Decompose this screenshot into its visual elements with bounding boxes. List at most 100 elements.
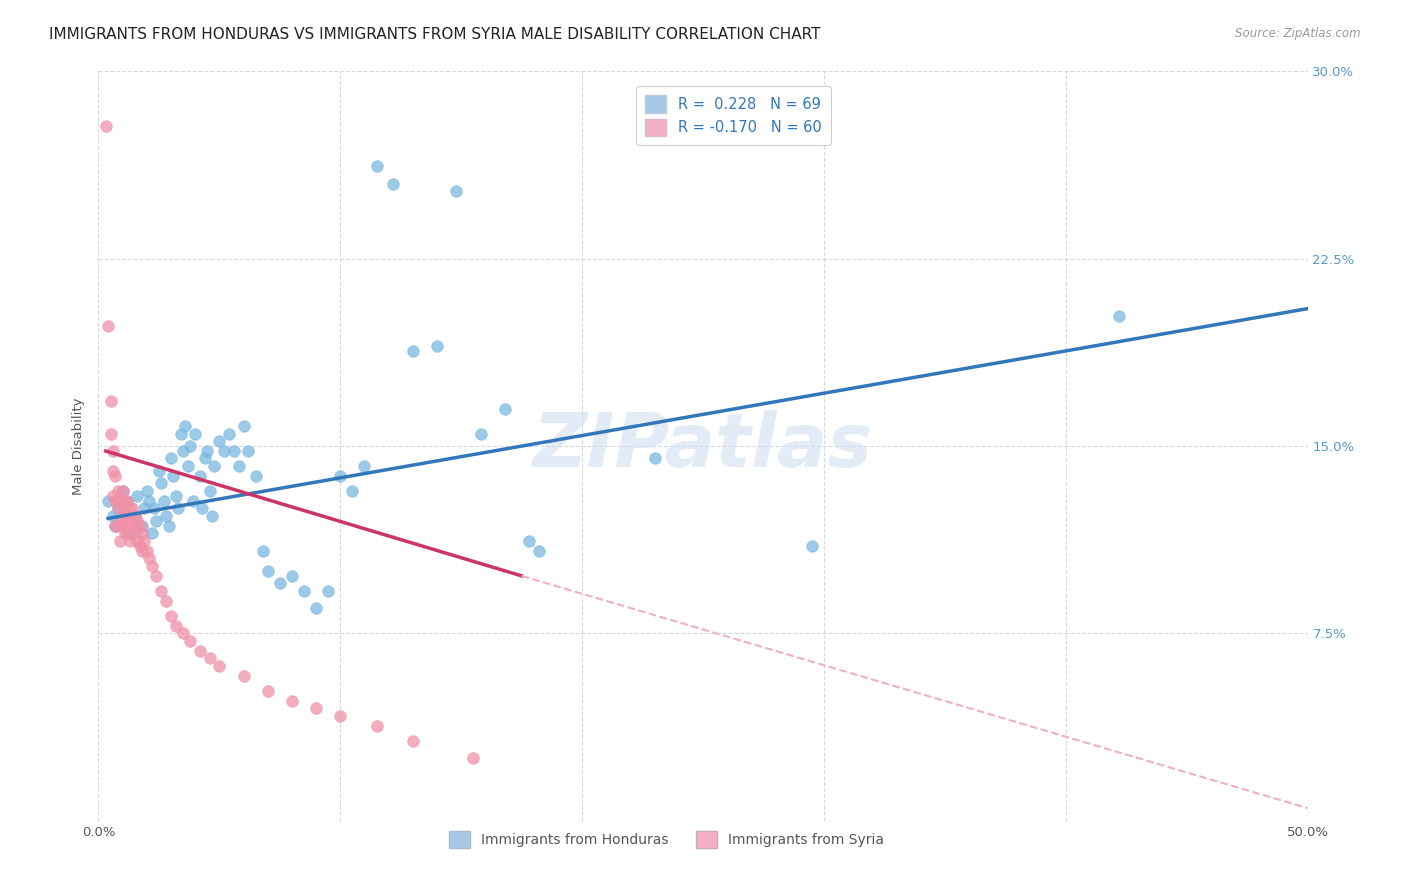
- Point: [232, 419, 254, 434]
- Point: [155, 594, 177, 608]
- Point: [104, 469, 127, 483]
- Point: [117, 494, 139, 508]
- Point: [111, 483, 134, 498]
- Point: [198, 651, 221, 665]
- Point: [108, 494, 131, 508]
- Point: [382, 177, 405, 191]
- Point: [128, 539, 150, 553]
- Point: [165, 619, 187, 633]
- Point: [121, 519, 143, 533]
- Point: [104, 519, 127, 533]
- Point: [316, 583, 339, 598]
- Point: [1108, 309, 1130, 323]
- Point: [353, 458, 375, 473]
- Point: [281, 694, 304, 708]
- Point: [131, 526, 153, 541]
- Point: [212, 444, 235, 458]
- Point: [135, 483, 157, 498]
- Point: [160, 608, 183, 623]
- Point: [145, 514, 167, 528]
- Point: [191, 501, 214, 516]
- Point: [134, 533, 156, 548]
- Point: [131, 544, 153, 558]
- Point: [269, 576, 291, 591]
- Point: [138, 551, 160, 566]
- Point: [127, 489, 149, 503]
- Point: [194, 451, 217, 466]
- Point: [644, 451, 666, 466]
- Point: [101, 444, 124, 458]
- Point: [179, 439, 201, 453]
- Point: [107, 501, 129, 516]
- Point: [366, 159, 388, 173]
- Point: [141, 526, 163, 541]
- Point: [117, 494, 139, 508]
- Point: [366, 719, 388, 733]
- Point: [117, 526, 139, 541]
- Point: [169, 426, 191, 441]
- Point: [107, 501, 129, 516]
- Point: [111, 519, 134, 533]
- Point: [174, 419, 197, 434]
- Point: [292, 583, 315, 598]
- Point: [111, 483, 134, 498]
- Point: [204, 458, 226, 473]
- Point: [222, 444, 245, 458]
- Point: [145, 569, 167, 583]
- Point: [94, 120, 117, 134]
- Point: [256, 564, 278, 578]
- Point: [162, 469, 184, 483]
- Point: [117, 508, 139, 523]
- Point: [118, 519, 141, 533]
- Point: [143, 501, 166, 516]
- Point: [135, 544, 157, 558]
- Point: [128, 519, 150, 533]
- Point: [181, 494, 204, 508]
- Point: [121, 501, 143, 516]
- Point: [108, 533, 131, 548]
- Point: [124, 526, 146, 541]
- Point: [256, 683, 278, 698]
- Point: [201, 508, 224, 523]
- Point: [305, 601, 328, 615]
- Point: [165, 489, 187, 503]
- Point: [134, 501, 156, 516]
- Point: [198, 483, 221, 498]
- Point: [172, 444, 194, 458]
- Point: [228, 458, 250, 473]
- Point: [232, 669, 254, 683]
- Point: [127, 514, 149, 528]
- Point: [470, 426, 492, 441]
- Point: [281, 569, 304, 583]
- Point: [150, 583, 173, 598]
- Point: [329, 708, 352, 723]
- Point: [517, 533, 540, 548]
- Point: [152, 494, 174, 508]
- Point: [108, 514, 131, 528]
- Point: [446, 184, 468, 198]
- Point: [238, 444, 260, 458]
- Point: [463, 751, 485, 765]
- Point: [107, 519, 129, 533]
- Point: [157, 519, 180, 533]
- Text: Source: ZipAtlas.com: Source: ZipAtlas.com: [1236, 27, 1361, 40]
- Point: [155, 508, 177, 523]
- Point: [111, 501, 134, 516]
- Point: [342, 483, 364, 498]
- Point: [188, 469, 211, 483]
- Point: [150, 476, 173, 491]
- Point: [101, 508, 124, 523]
- Point: [188, 644, 211, 658]
- Point: [329, 469, 352, 483]
- Point: [104, 519, 127, 533]
- Text: ZIPatlas: ZIPatlas: [533, 409, 873, 483]
- Point: [114, 494, 136, 508]
- Point: [305, 701, 328, 715]
- Point: [124, 508, 146, 523]
- Point: [148, 464, 170, 478]
- Point: [402, 733, 425, 747]
- Point: [167, 501, 190, 516]
- Point: [208, 658, 231, 673]
- Point: [172, 626, 194, 640]
- Point: [402, 344, 425, 359]
